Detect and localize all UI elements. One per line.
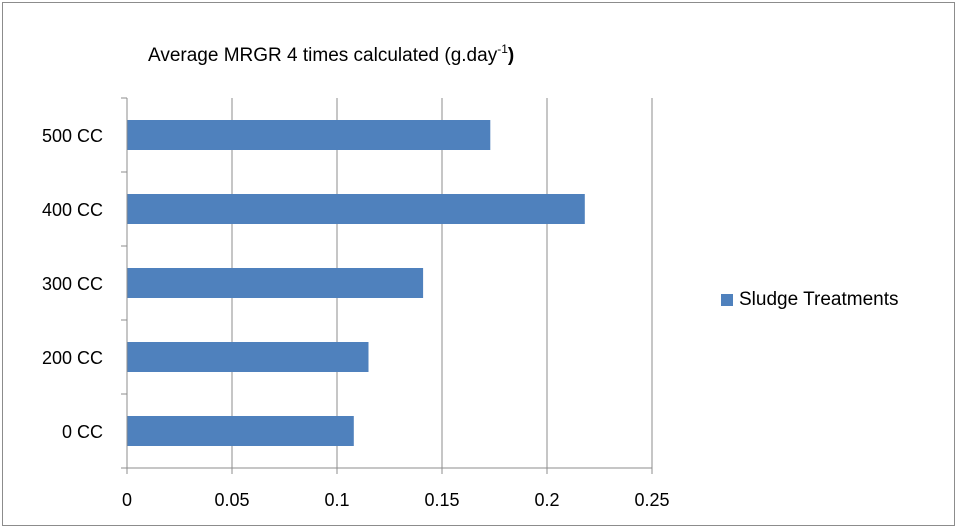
x-tick-label-2: 0.1 (324, 490, 349, 510)
x-axis-labels: 0 0.05 0.1 0.15 0.2 0.25 (122, 490, 670, 510)
x-tick-label-3: 0.15 (424, 490, 459, 510)
x-tick-label-5: 0.25 (634, 490, 669, 510)
y-tick-label-2: 300 CC (42, 274, 103, 294)
legend-label: Sludge Treatments (739, 289, 898, 310)
legend: Sludge Treatments (721, 289, 898, 310)
y-tick-label-0: 0 CC (62, 422, 103, 442)
y-tick-label-4: 500 CC (42, 126, 103, 146)
bar-300-cc (127, 268, 424, 298)
x-tick-label-4: 0.2 (534, 490, 559, 510)
x-tick-label-0: 0 (122, 490, 132, 510)
y-axis-labels: 0 CC 200 CC 300 CC 400 CC 500 CC (42, 126, 103, 442)
x-tick-label-1: 0.05 (214, 490, 249, 510)
chart-title-superscript: -1 (497, 42, 508, 56)
y-tick-label-3: 400 CC (42, 200, 103, 220)
bar-400-cc (127, 194, 585, 224)
bar-200-cc (127, 342, 369, 372)
bars (127, 120, 585, 446)
chart-svg: Average MRGR 4 times calculated (g.day-1… (42, 42, 899, 510)
bar-500-cc (127, 120, 491, 150)
chart-title-suffix: ) (508, 45, 514, 66)
y-tick-label-1: 200 CC (42, 348, 103, 368)
gridlines (231, 98, 653, 468)
chart-title-main: Average MRGR 4 times calculated (g.day (148, 45, 498, 66)
bar-0-cc (127, 416, 354, 446)
axes (121, 97, 653, 474)
chart-title: Average MRGR 4 times calculated (g.day-1… (148, 42, 514, 66)
legend-swatch (721, 294, 733, 306)
